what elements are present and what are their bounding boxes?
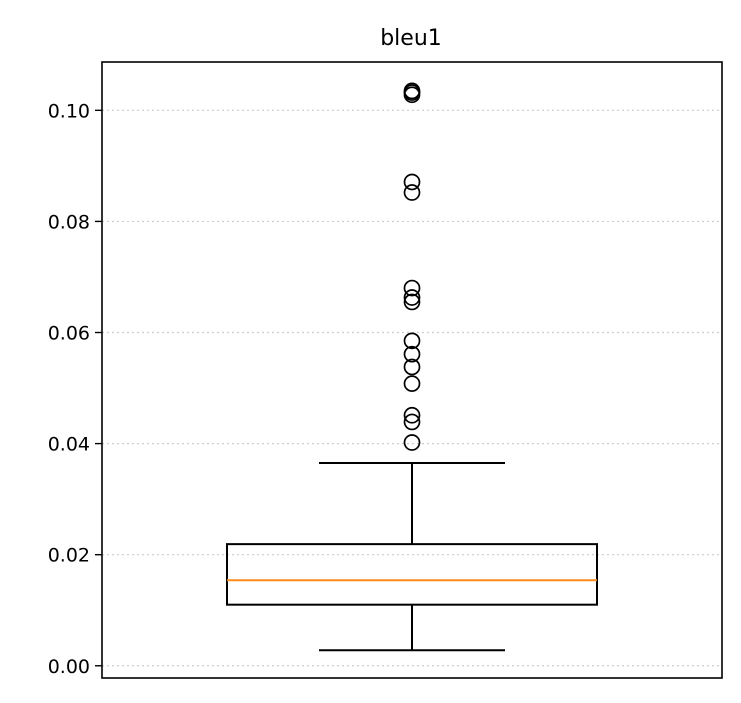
y-tick-label: 0.08 — [48, 211, 90, 233]
interquartile-box — [226, 543, 598, 606]
outlier-point — [403, 434, 421, 451]
outlier-point — [403, 293, 421, 311]
plot-frame — [101, 61, 723, 679]
outlier-point — [403, 406, 421, 424]
outlier-point — [403, 184, 421, 201]
y-tick-label: 0.04 — [48, 434, 90, 456]
y-tick-label: 0.02 — [48, 545, 90, 567]
outlier-points — [403, 82, 421, 451]
outlier-point — [403, 375, 421, 392]
outlier-point — [403, 345, 421, 363]
outlier-point — [403, 173, 421, 191]
y-tick-label: 0.00 — [48, 656, 90, 678]
y-axis: 0.00 0.02 0.04 0.06 0.08 0.10 — [48, 100, 102, 678]
outlier-point — [403, 358, 421, 376]
outlier-point — [403, 289, 421, 306]
grid-lines — [102, 109, 722, 667]
outlier-point — [403, 82, 421, 100]
outlier-point — [403, 332, 421, 350]
y-tick-label: 0.10 — [48, 100, 90, 122]
outlier-point — [403, 413, 421, 431]
box-group — [226, 462, 598, 652]
y-tick-label: 0.06 — [48, 323, 90, 345]
outlier-point — [403, 279, 421, 297]
chart-title: bleu1 — [380, 26, 442, 51]
